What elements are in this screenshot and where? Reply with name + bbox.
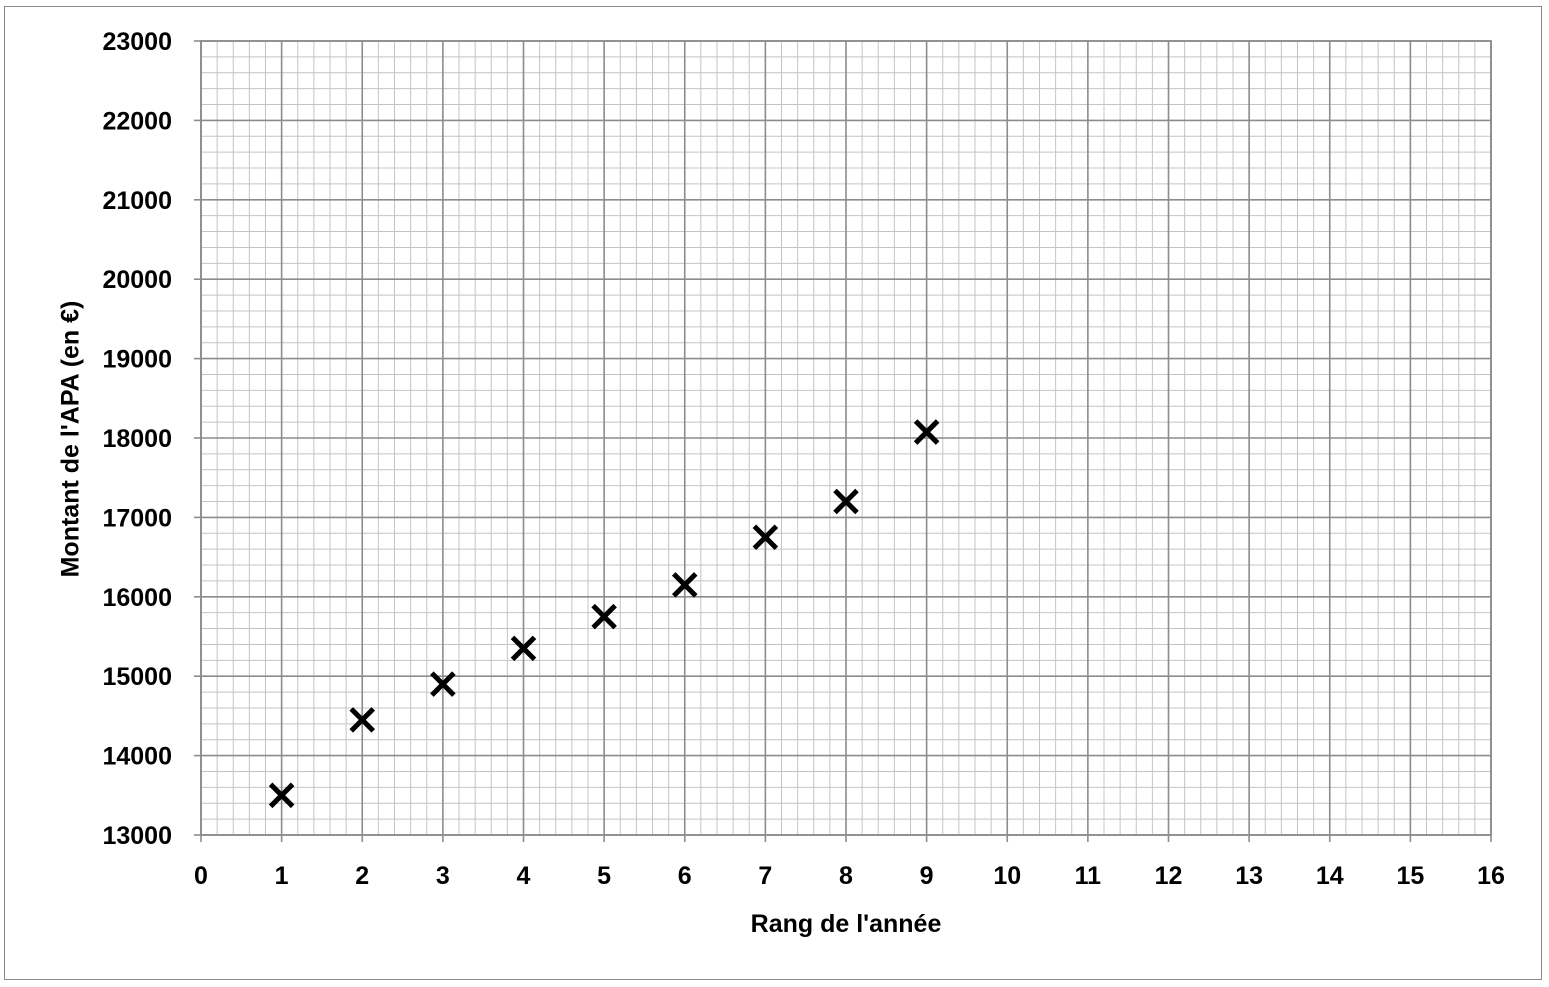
data-point bbox=[591, 603, 617, 630]
plot-area-border bbox=[200, 40, 1492, 836]
x-tick-label: 7 bbox=[758, 862, 772, 890]
data-point bbox=[833, 488, 859, 515]
y-axis-title: Montant de l'APA (en €) bbox=[57, 301, 85, 578]
major-grid bbox=[200, 40, 1492, 836]
data-point bbox=[349, 707, 376, 733]
x-tick-label: 10 bbox=[993, 862, 1021, 890]
x-tick-label: 2 bbox=[355, 862, 369, 890]
x-tick-label: 12 bbox=[1155, 862, 1183, 890]
y-tick-label: 22000 bbox=[102, 107, 172, 135]
y-tick-label: 16000 bbox=[102, 584, 172, 612]
x-tick-label: 11 bbox=[1075, 862, 1102, 890]
x-tick-label: 0 bbox=[194, 862, 208, 890]
x-tick-label: 3 bbox=[436, 862, 450, 890]
x-tick-label: 16 bbox=[1477, 862, 1505, 890]
y-tick-label: 14000 bbox=[102, 743, 172, 771]
y-tick-label: 21000 bbox=[102, 187, 172, 215]
x-tick-label: 4 bbox=[517, 862, 531, 890]
x-tick-label: 6 bbox=[678, 862, 692, 890]
y-tick-label: 20000 bbox=[102, 266, 172, 294]
x-tick-label: 15 bbox=[1396, 862, 1424, 890]
x-tick-label: 14 bbox=[1316, 862, 1344, 890]
data-point bbox=[913, 419, 940, 445]
data-point bbox=[752, 524, 779, 551]
y-tick-label: 17000 bbox=[102, 504, 172, 532]
y-tick-label: 19000 bbox=[102, 346, 172, 374]
axes bbox=[194, 40, 1492, 842]
x-tick-label: 9 bbox=[920, 862, 934, 890]
x-tick-label: 5 bbox=[597, 862, 611, 890]
x-tick-label: 1 bbox=[275, 862, 289, 890]
y-tick-labels: 13000 14000 15000 16000 17000 18000 19000 20000… bbox=[102, 28, 172, 850]
y-tick-label: 18000 bbox=[102, 425, 172, 453]
data-point bbox=[430, 671, 456, 697]
data-point bbox=[510, 635, 537, 662]
data-point bbox=[671, 572, 698, 598]
x-tick-label: 13 bbox=[1235, 862, 1263, 890]
y-tick-label: 23000 bbox=[102, 28, 172, 56]
data-points bbox=[268, 419, 940, 809]
x-tick-labels: 0 1 2 3 4 5 6 7 8 9 10 11 12 13 14 15 16 bbox=[194, 862, 1505, 890]
x-tick-label: 8 bbox=[839, 862, 853, 890]
y-tick-label: 15000 bbox=[102, 663, 172, 691]
y-tick-label: 13000 bbox=[102, 822, 172, 850]
x-axis-title: Rang de l'année bbox=[751, 910, 942, 938]
data-point bbox=[268, 782, 295, 809]
